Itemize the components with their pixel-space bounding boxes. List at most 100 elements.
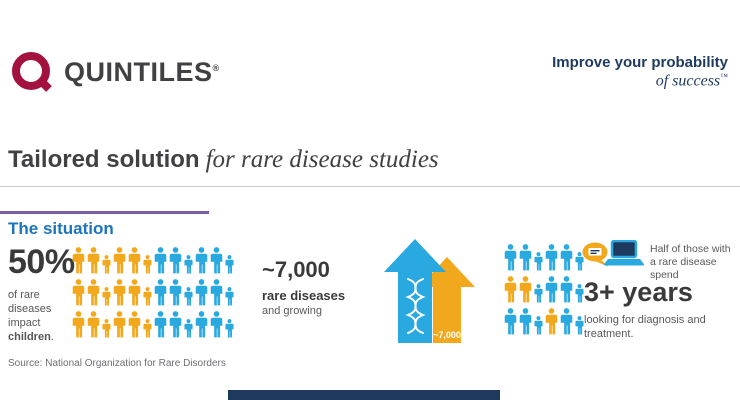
person-icon <box>143 255 152 274</box>
brand-name: QUINTILES® <box>64 57 220 88</box>
person-icon <box>504 308 517 335</box>
person-icon <box>102 319 111 338</box>
stat-50-caption-post: . <box>50 331 54 344</box>
person-icon <box>210 311 223 338</box>
icon-row <box>72 311 234 338</box>
page-title-italic: for rare disease studies <box>205 146 439 173</box>
person-icon <box>545 308 558 335</box>
person-icon <box>560 308 573 335</box>
icon-row <box>504 308 584 335</box>
section-heading: The situation <box>8 219 114 238</box>
stat-50-caption-pre: of rare diseases impact <box>8 289 52 330</box>
person-icon <box>575 252 584 271</box>
population-icons-left <box>72 247 234 338</box>
bubble-glyph-line2 <box>590 252 597 254</box>
stat-50-caption: of rare diseases impact children. <box>8 288 70 344</box>
person-icon <box>169 311 182 338</box>
tagline-line2: of success™ <box>552 72 728 90</box>
icon-row <box>504 276 584 303</box>
divider-line <box>0 186 740 187</box>
person-icon <box>225 287 234 306</box>
person-icon <box>545 244 558 271</box>
person-icon <box>102 255 111 274</box>
tagline-line1: Improve your probability <box>552 54 728 71</box>
person-icon <box>184 319 193 338</box>
source-note: Source: National Organization for Rare D… <box>8 358 226 369</box>
person-icon <box>72 311 85 338</box>
dna-helix-icon <box>405 278 426 334</box>
tagline-line2-text: of success <box>655 72 721 90</box>
person-icon <box>154 311 167 338</box>
footer-bar <box>228 390 500 400</box>
person-icon <box>87 311 100 338</box>
stat-50-percent: 50% <box>8 243 75 281</box>
page-title-bold: Tailored solution <box>8 146 200 173</box>
population-icons-right <box>504 244 584 335</box>
brand-tagline: Improve your probability of success™ <box>552 54 728 90</box>
person-icon <box>128 279 141 306</box>
person-icon <box>184 255 193 274</box>
person-icon <box>210 279 223 306</box>
bubble-glyph-line1 <box>590 250 600 252</box>
person-icon <box>113 247 126 274</box>
quintiles-q-icon <box>12 52 52 92</box>
person-icon <box>102 287 111 306</box>
person-icon <box>519 308 532 335</box>
laptop-base <box>604 259 644 266</box>
icon-row <box>504 244 584 271</box>
yellow-arrow-shape <box>419 257 475 343</box>
person-icon <box>72 279 85 306</box>
person-icon <box>534 316 543 335</box>
stat-7000-block: ~7,000 rare diseases and growing <box>262 257 345 317</box>
person-icon <box>113 279 126 306</box>
stat-3years-callout: Half of those with a rare disease spend <box>650 243 731 282</box>
bubble-screen-glyph <box>588 248 602 256</box>
person-icon <box>504 276 517 303</box>
trademark-mark: ™ <box>720 72 728 81</box>
person-icon <box>87 279 100 306</box>
person-icon <box>184 287 193 306</box>
page-title: Tailored solution for rare disease studie… <box>8 146 439 174</box>
person-icon <box>128 247 141 274</box>
person-icon <box>225 319 234 338</box>
person-icon <box>575 316 584 335</box>
person-icon <box>195 279 208 306</box>
person-icon <box>195 311 208 338</box>
person-icon <box>225 255 234 274</box>
person-icon <box>519 276 532 303</box>
person-icon <box>154 247 167 274</box>
purple-accent-bar <box>0 211 209 214</box>
person-icon <box>72 247 85 274</box>
person-icon <box>169 279 182 306</box>
person-icon <box>87 247 100 274</box>
growth-arrow-dna-icon: ~7,000 <box>384 239 475 343</box>
stat-3years-value: 3+ years <box>584 277 693 307</box>
stat-3years-caption: looking for diagnosis and treatment. <box>584 314 706 341</box>
person-icon <box>143 319 152 338</box>
stat-7000-line2: and growing <box>262 305 322 317</box>
arrow-label: ~7,000 <box>433 330 461 340</box>
person-icon <box>154 279 167 306</box>
person-icon <box>560 276 573 303</box>
person-icon <box>534 284 543 303</box>
stat-7000-line1: rare diseases <box>262 288 346 303</box>
icon-row <box>72 279 234 306</box>
person-icon <box>545 276 558 303</box>
person-icon <box>195 247 208 274</box>
icon-row <box>72 247 234 274</box>
person-icon <box>519 244 532 271</box>
person-icon <box>560 244 573 271</box>
laptop-chat-icon <box>582 240 644 267</box>
brand-name-text: QUINTILES <box>64 56 213 87</box>
person-icon <box>534 252 543 271</box>
stat-7000-value: ~7,000 <box>262 257 330 282</box>
laptop-screen <box>610 240 638 259</box>
person-icon <box>504 244 517 271</box>
quintiles-logo: QUINTILES® <box>10 50 220 94</box>
registered-mark: ® <box>212 62 220 73</box>
person-icon <box>128 311 141 338</box>
stat-50-caption-bold: children <box>8 331 51 344</box>
person-icon <box>575 284 584 303</box>
person-icon <box>143 287 152 306</box>
person-icon <box>169 247 182 274</box>
